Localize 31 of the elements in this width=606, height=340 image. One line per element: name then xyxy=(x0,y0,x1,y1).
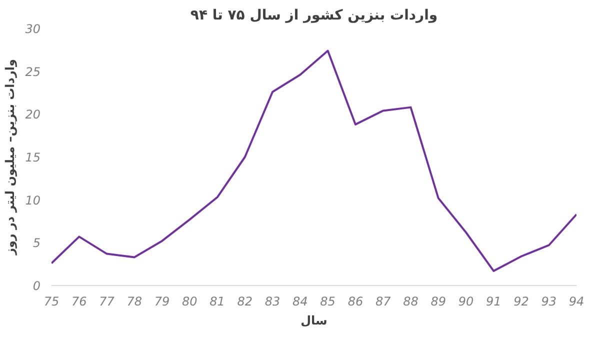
y-tick-label: 10 xyxy=(25,193,41,208)
x-tick-label: 80 xyxy=(182,294,198,308)
x-tick-label: 86 xyxy=(348,294,364,308)
line-series xyxy=(52,50,576,272)
x-axis-title: سال xyxy=(300,314,328,328)
chart-title: واردات بنزین کشور از سال ۷۵ تا ۹۴ xyxy=(190,8,438,24)
x-tick-label: 92 xyxy=(514,294,529,308)
y-tick-label: 0 xyxy=(32,279,41,293)
x-tick-label: 85 xyxy=(320,294,336,308)
x-tick-label: 94 xyxy=(568,294,584,308)
y-tick-label: 15 xyxy=(25,150,41,164)
x-tick-label: 88 xyxy=(403,294,419,308)
x-tick-label: 89 xyxy=(430,294,446,308)
x-tick-label: 82 xyxy=(237,294,253,308)
x-tick-label: 87 xyxy=(375,294,392,308)
y-tick-label: 30 xyxy=(25,22,41,36)
x-tick-label: 75 xyxy=(44,294,60,308)
x-tick-label: 76 xyxy=(71,294,88,308)
x-tick-label: 90 xyxy=(458,294,474,308)
x-tick-label: 84 xyxy=(292,294,308,308)
x-tick-label: 93 xyxy=(541,294,557,308)
x-tick-label: 91 xyxy=(486,294,502,308)
x-tick-label: 81 xyxy=(210,294,225,308)
y-tick-label: 25 xyxy=(25,64,41,79)
y-axis-title: واردات بنزین– میلیون لیتر در روز xyxy=(3,59,18,256)
x-tick-label: 77 xyxy=(99,294,115,308)
y-tick-label: 20 xyxy=(25,108,41,122)
y-tick-label: 5 xyxy=(32,236,41,250)
x-tick-label: 78 xyxy=(126,294,142,308)
x-tick-label: 79 xyxy=(154,294,170,308)
x-tick-label: 83 xyxy=(264,294,280,308)
